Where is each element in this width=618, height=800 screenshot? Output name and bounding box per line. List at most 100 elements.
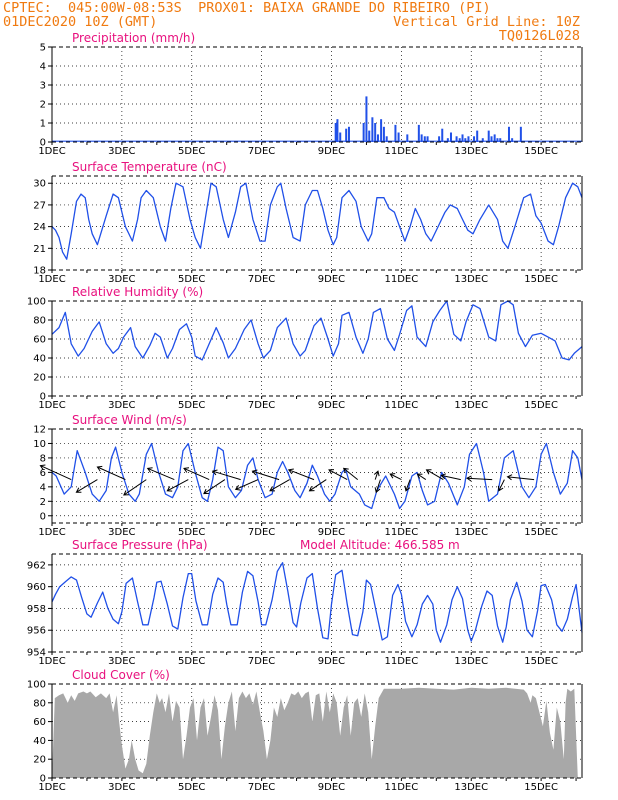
precip-ytick-label: 3: [40, 81, 46, 92]
cloud-xtick-label: 9DEC: [318, 782, 345, 793]
cloud-xtick-label: 3DEC: [108, 782, 135, 793]
rh-xtick-label: 3DEC: [108, 400, 135, 411]
press-xtick-label: 7DEC: [248, 656, 275, 667]
wind-title: Surface Wind (m/s): [72, 413, 187, 427]
precip-xtick-label: 3DEC: [108, 146, 135, 157]
temp-xtick-label: 5DEC: [178, 274, 205, 285]
header-grid-note: Vertical Grid Line: 10Z: [393, 14, 580, 30]
precip-bar: [490, 136, 493, 142]
precip-bar: [496, 138, 499, 142]
rh-xtick-label: 1DEC: [38, 400, 65, 411]
precip-xtick-label: 15DEC: [524, 146, 558, 157]
temp-xtick-label: 1DEC: [38, 274, 65, 285]
press-xtick-label: 11DEC: [385, 656, 419, 667]
header-date: 01DEC2020 10Z (GMT): [3, 14, 158, 30]
rh-ytick-label: 80: [33, 316, 46, 327]
header-model-id: TQ0126L028: [498, 28, 580, 44]
temp-ytick-label: 18: [33, 266, 46, 277]
wind-vector-arrow: [146, 467, 175, 481]
wind-vector-arrow: [203, 479, 226, 495]
wind-vector-arrow: [251, 469, 280, 481]
cloud-ytick-label: 80: [33, 698, 46, 709]
wind-ytick-label: 8: [40, 453, 46, 464]
precip-bar: [336, 119, 339, 142]
temp-xtick-label: 11DEC: [385, 274, 419, 285]
precip-xtick-label: 11DEC: [385, 146, 419, 157]
precip-bar: [441, 128, 444, 142]
precip-bar: [417, 124, 420, 142]
precip-bar: [423, 136, 426, 142]
cloud-xtick-label: 7DEC: [248, 782, 275, 793]
wind-vector-arrow: [440, 473, 461, 481]
press-xtick-label: 5DEC: [178, 656, 205, 667]
precip-bar: [467, 136, 470, 142]
cloud-xtick-label: 13DEC: [454, 782, 488, 793]
press-series-line: [51, 562, 583, 643]
precip-bar: [380, 119, 383, 142]
wind-xtick-label: 13DEC: [454, 527, 488, 538]
cloud-area: [52, 687, 582, 778]
precip-ytick-label: 2: [40, 100, 46, 111]
wind-xtick-label: 9DEC: [318, 527, 345, 538]
rh-xtick-label: 15DEC: [524, 400, 558, 411]
precip-bar: [362, 123, 365, 142]
press-xtick-label: 1DEC: [38, 656, 65, 667]
precip-ytick-label: 4: [40, 62, 46, 73]
wind-vector-arrow: [328, 469, 348, 481]
wind-vector-arrow: [342, 467, 359, 480]
precip-ytick-label: 5: [40, 43, 46, 54]
precip-bar: [438, 136, 441, 142]
wind-vector-arrow: [466, 475, 493, 482]
wind-vector-arrow: [183, 467, 210, 481]
cloud-xtick-label: 15DEC: [524, 782, 558, 793]
rh-xtick-label: 5DEC: [178, 400, 205, 411]
wind-xtick-label: 11DEC: [385, 527, 419, 538]
press-xtick-label: 15DEC: [524, 656, 558, 667]
press-ytick-label: 958: [27, 604, 46, 615]
rh-xtick-label: 7DEC: [248, 400, 275, 411]
wind-ytick-label: 2: [40, 497, 46, 508]
wind-vector-arrow: [425, 469, 444, 481]
wind-xtick-label: 3DEC: [108, 527, 135, 538]
rh-ytick-label: 60: [33, 335, 46, 346]
precip-bar: [334, 123, 337, 142]
precip-xtick-label: 1DEC: [38, 146, 65, 157]
wind-ytick-label: 0: [40, 511, 46, 522]
precip-bar: [493, 134, 496, 142]
wind-ytick-label: 6: [40, 468, 46, 479]
wind-ytick-label: 10: [33, 439, 46, 450]
press-xtick-label: 9DEC: [318, 656, 345, 667]
press-ytick-label: 962: [27, 560, 46, 571]
precip-bar: [446, 138, 449, 142]
temp-xtick-label: 3DEC: [108, 274, 135, 285]
press-title: Surface Pressure (hPa): [72, 538, 208, 552]
press-xtick-label: 3DEC: [108, 656, 135, 667]
precip-xtick-label: 5DEC: [178, 146, 205, 157]
temp-series-line: [51, 182, 583, 260]
precip-bar: [481, 138, 484, 142]
cloud-ytick-label: 0: [40, 774, 46, 785]
precip-bar: [476, 130, 479, 142]
precip-bar: [473, 136, 476, 142]
precip-bar: [397, 132, 400, 142]
precip-bar: [345, 128, 348, 142]
precip-bar: [365, 96, 368, 142]
wind-xtick-label: 7DEC: [248, 527, 275, 538]
rh-xtick-label: 13DEC: [454, 400, 488, 411]
wind-vector-arrow: [416, 473, 427, 481]
precip-xtick-label: 13DEC: [454, 146, 488, 157]
precip-bar: [511, 138, 514, 142]
press-ytick-label: 960: [27, 582, 46, 593]
wind-vector-arrow: [497, 479, 505, 492]
wind-vector-arrow: [287, 468, 315, 481]
wind-series-line: [51, 442, 583, 510]
wind-xtick-label: 15DEC: [524, 527, 558, 538]
precip-bar: [519, 126, 522, 142]
precip-bar: [382, 126, 385, 142]
wind-vector-arrow: [234, 479, 259, 491]
press-ytick-label: 954: [27, 648, 46, 659]
precip-bar: [464, 138, 467, 142]
precip-ytick-label: 0: [40, 138, 46, 149]
cloud-xtick-label: 5DEC: [178, 782, 205, 793]
